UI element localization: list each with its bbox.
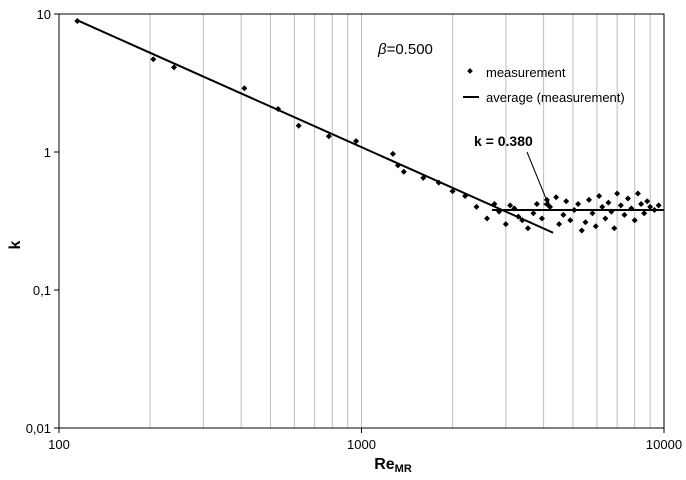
measurement-point [614, 190, 621, 197]
measurement-point [553, 194, 560, 201]
y-axis-title: k [7, 240, 24, 249]
measurement-point [634, 190, 641, 197]
x-tick-label: 100 [48, 437, 70, 452]
measurement-point [524, 225, 531, 232]
measurement-point [353, 138, 360, 145]
measurement-point [295, 122, 302, 129]
x-axis-title: ReMR [374, 456, 412, 475]
measurement-point [538, 215, 545, 222]
measurement-point [589, 210, 596, 217]
y-tick-label: 1 [44, 145, 51, 160]
measurement-point [556, 221, 563, 228]
y-tick-label: 0,01 [26, 421, 51, 436]
measurement-point [171, 64, 178, 71]
measurement-point [473, 203, 480, 210]
measurement-point [575, 200, 582, 207]
measurement-point [655, 202, 662, 209]
measurement-point [533, 200, 540, 207]
measurement-point [567, 217, 574, 224]
measurement-point [605, 199, 612, 206]
measurement-point [578, 227, 585, 234]
measurement-point [599, 203, 606, 210]
y-tick-label: 0,1 [33, 283, 51, 298]
legend-marker-measurement [467, 68, 473, 74]
measurement-point [582, 219, 589, 226]
measurement-point [484, 215, 491, 222]
legend: measurement average (measurement) [463, 65, 625, 105]
beta-symbol: β [377, 41, 387, 58]
beta-annotation: β=0.500 [377, 41, 433, 58]
measurement-point [449, 188, 456, 195]
measurement-point [641, 210, 648, 217]
beta-value: =0.500 [387, 41, 433, 58]
x-tick-label: 1000 [347, 437, 376, 452]
trend-line [76, 19, 554, 234]
measurement-point [621, 211, 628, 218]
measurement-point [596, 192, 603, 199]
measurement-point [530, 210, 537, 217]
measurement-point [644, 198, 651, 205]
measurement-point [631, 217, 638, 224]
x-tick-label: 10000 [646, 437, 682, 452]
measurement-point [563, 198, 570, 205]
measurement-point [638, 200, 645, 207]
legend-label-average: average (measurement) [486, 90, 625, 105]
measurement-point [624, 195, 631, 202]
k-annotation-arrowhead [543, 201, 551, 210]
measurement-point [507, 202, 514, 209]
x-axis-title-subscript: MR [395, 463, 412, 475]
k-value-annotation: k = 0.380 [474, 133, 533, 149]
svg-text:k: k [7, 240, 24, 249]
vertical-gridlines [149, 14, 651, 428]
measurement-point [502, 221, 509, 228]
k-annotation-arrow [526, 151, 550, 207]
series-layer [74, 17, 664, 234]
y-tick-label: 10 [37, 7, 51, 22]
measurement-point [585, 196, 592, 203]
measurement-point [325, 133, 332, 140]
measurement-point [389, 150, 396, 157]
measurement-point [647, 203, 654, 210]
legend-label-measurement: measurement [486, 65, 566, 80]
measurement-point [560, 211, 567, 218]
measurement-point [611, 225, 618, 232]
measurement-point [617, 202, 624, 209]
measurement-point [400, 168, 407, 175]
measurement-point [602, 215, 609, 222]
measurement-point [592, 223, 599, 230]
measurement-point [241, 85, 248, 92]
measurement-point [150, 56, 157, 63]
x-axis-title-main: Re [374, 456, 395, 473]
